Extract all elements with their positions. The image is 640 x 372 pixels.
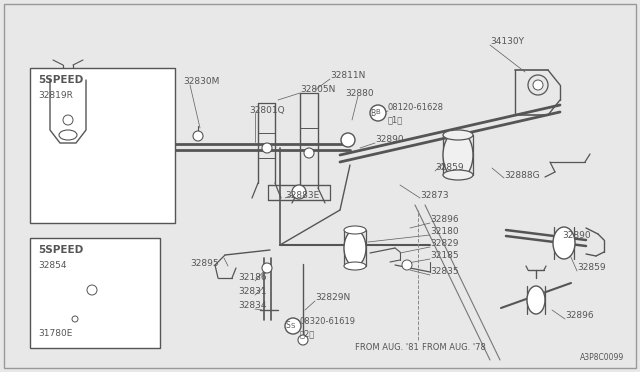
Text: B: B bbox=[371, 109, 376, 118]
Text: （1）: （1） bbox=[388, 115, 403, 125]
Bar bbox=[30, 68, 175, 223]
Circle shape bbox=[402, 260, 412, 270]
Text: 32185: 32185 bbox=[430, 251, 459, 260]
Circle shape bbox=[87, 285, 97, 295]
Ellipse shape bbox=[443, 130, 473, 140]
Circle shape bbox=[298, 335, 308, 345]
Ellipse shape bbox=[59, 130, 77, 140]
Text: （2）: （2） bbox=[300, 330, 316, 339]
Text: 32890: 32890 bbox=[375, 135, 404, 144]
Text: 32835: 32835 bbox=[430, 267, 459, 276]
Text: 32896: 32896 bbox=[430, 215, 459, 224]
Text: 32883E: 32883E bbox=[285, 190, 319, 199]
Circle shape bbox=[72, 316, 78, 322]
Circle shape bbox=[341, 133, 355, 147]
Text: 32859: 32859 bbox=[435, 164, 463, 173]
Text: 32888G: 32888G bbox=[504, 170, 540, 180]
Circle shape bbox=[528, 75, 548, 95]
Text: 32880: 32880 bbox=[345, 89, 374, 97]
Circle shape bbox=[533, 80, 543, 90]
Text: 32180: 32180 bbox=[430, 228, 459, 237]
Text: 32829N: 32829N bbox=[315, 294, 350, 302]
Ellipse shape bbox=[344, 230, 366, 266]
Text: 32896: 32896 bbox=[565, 311, 594, 321]
Text: 32834: 32834 bbox=[238, 301, 266, 311]
Bar bbox=[30, 238, 160, 348]
Text: 32890: 32890 bbox=[562, 231, 591, 241]
Circle shape bbox=[262, 263, 272, 273]
Text: 32801Q: 32801Q bbox=[249, 106, 285, 115]
Text: 34130Y: 34130Y bbox=[490, 38, 524, 46]
Text: 32819R: 32819R bbox=[38, 90, 73, 99]
Ellipse shape bbox=[344, 226, 366, 234]
Circle shape bbox=[292, 185, 306, 199]
Text: 32830M: 32830M bbox=[183, 77, 220, 87]
Circle shape bbox=[304, 148, 314, 158]
Text: 31780E: 31780E bbox=[38, 328, 72, 337]
Text: 5SPEED: 5SPEED bbox=[38, 75, 83, 85]
Text: 32859: 32859 bbox=[577, 263, 605, 273]
Ellipse shape bbox=[443, 170, 473, 180]
Ellipse shape bbox=[443, 131, 473, 179]
Text: A3P8C0099: A3P8C0099 bbox=[580, 353, 624, 362]
Ellipse shape bbox=[527, 286, 545, 314]
Text: 32186: 32186 bbox=[238, 273, 267, 282]
Ellipse shape bbox=[344, 262, 366, 270]
Circle shape bbox=[262, 143, 272, 153]
Text: 32805N: 32805N bbox=[300, 86, 335, 94]
Text: 32895: 32895 bbox=[190, 259, 219, 267]
Text: B: B bbox=[376, 109, 380, 115]
Ellipse shape bbox=[553, 227, 575, 259]
Text: 32811N: 32811N bbox=[330, 71, 365, 80]
Circle shape bbox=[193, 131, 203, 141]
Text: 32873: 32873 bbox=[420, 190, 449, 199]
Text: 32854: 32854 bbox=[38, 260, 67, 269]
Text: 5SPEED: 5SPEED bbox=[38, 245, 83, 255]
Text: 08120-61628: 08120-61628 bbox=[388, 103, 444, 112]
Text: 32829: 32829 bbox=[430, 240, 458, 248]
Text: S: S bbox=[285, 321, 291, 330]
Text: S: S bbox=[291, 323, 295, 329]
Circle shape bbox=[63, 115, 73, 125]
Circle shape bbox=[285, 318, 301, 334]
Text: 32831: 32831 bbox=[238, 288, 267, 296]
Text: FROM AUG. '81: FROM AUG. '81 bbox=[355, 343, 419, 353]
Circle shape bbox=[370, 105, 386, 121]
Text: FROM AUG. '78: FROM AUG. '78 bbox=[422, 343, 486, 353]
Text: 08320-61619: 08320-61619 bbox=[300, 317, 356, 327]
